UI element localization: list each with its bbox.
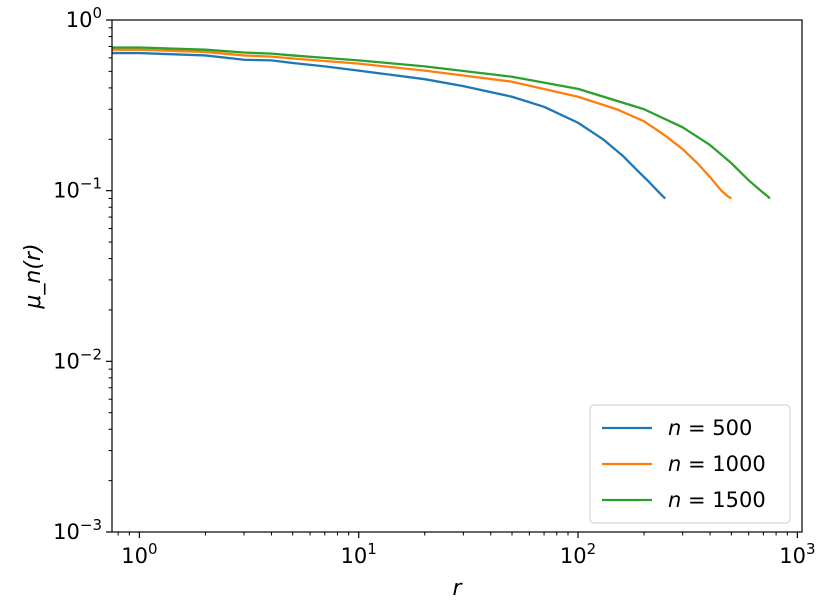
legend-variable: n (668, 488, 681, 512)
x-tick-label: 101 (341, 540, 377, 568)
y-tick-base: 10 (53, 179, 80, 203)
x-tick-base: 10 (341, 544, 368, 568)
y-tick-label: 10−1 (53, 175, 102, 203)
x-tick-base: 10 (779, 544, 806, 568)
y-tick-base: 10 (53, 520, 80, 544)
y-tick-label: 10−3 (53, 516, 102, 544)
legend-value: = 1500 (681, 488, 765, 512)
x-tick-exponent: 3 (806, 540, 816, 558)
series-line (112, 51, 667, 200)
y-tick-exponent: −1 (80, 175, 102, 193)
x-tick-exponent: 0 (148, 540, 158, 558)
x-tick-exponent: 1 (367, 540, 377, 558)
legend-box (589, 404, 791, 524)
series-lines (112, 46, 771, 200)
y-tick-exponent: −3 (80, 516, 102, 534)
legend-label: n = 1500 (668, 488, 766, 512)
y-tick-exponent: −2 (80, 345, 102, 363)
legend-label: n = 1000 (668, 452, 766, 476)
y-tick-label: 10−2 (53, 345, 102, 373)
x-tick-label: 102 (560, 540, 596, 568)
legend-variable: n (668, 416, 681, 440)
x-tick-base: 10 (560, 544, 587, 568)
legend-value: = 500 (681, 416, 752, 440)
x-axis: 100 101 102 103 (117, 532, 815, 568)
y-tick-exponent: 0 (92, 4, 102, 22)
x-axis-label: r (452, 576, 463, 601)
y-tick-base: 10 (53, 349, 80, 373)
y-tick-label: 100 (66, 4, 102, 32)
series-line (112, 48, 732, 200)
series-line (112, 46, 771, 200)
x-tick-label: 103 (779, 540, 815, 568)
legend-variable: n (668, 452, 681, 476)
y-tick-base: 10 (66, 8, 93, 32)
y-axis-label: μ_n(r) (21, 243, 46, 309)
x-tick-base: 10 (121, 544, 148, 568)
legend-label: n = 500 (668, 416, 752, 440)
legend-value: = 1000 (681, 452, 765, 476)
x-tick-label: 100 (121, 540, 157, 568)
svg-text:μ_n(r): μ_n(r) (21, 243, 46, 309)
plot-frame (111, 19, 803, 533)
x-tick-exponent: 2 (587, 540, 597, 558)
